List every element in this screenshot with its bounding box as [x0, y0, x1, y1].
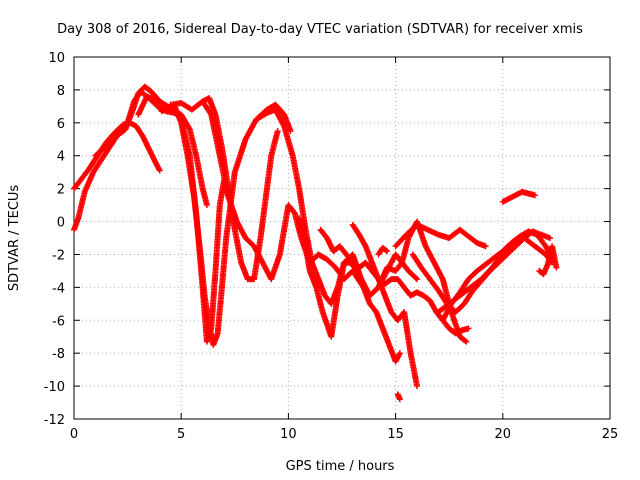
y-tick-label: -2	[52, 248, 65, 263]
y-tick-label: -8	[52, 347, 65, 362]
data-point	[203, 202, 210, 209]
data-point	[462, 337, 469, 344]
series-arc-11	[392, 221, 489, 250]
y-tick-label: 4	[57, 150, 65, 165]
series-arc-1	[71, 119, 163, 192]
data-point	[546, 235, 553, 241]
data-point	[382, 247, 389, 254]
data-point	[396, 396, 403, 403]
y-tick-label: 8	[57, 84, 65, 99]
data-point	[156, 167, 163, 174]
plot-frame	[73, 56, 611, 420]
data-points	[71, 83, 560, 403]
series-arc-7	[253, 106, 421, 307]
x-tick-label: 25	[602, 427, 619, 442]
data-point	[414, 383, 421, 390]
y-tick-label: -6	[52, 314, 65, 329]
series-outlier	[394, 391, 403, 403]
y-tick-label: -12	[44, 413, 65, 428]
x-tick-label: 5	[177, 427, 185, 442]
series-arc-10	[349, 221, 421, 390]
grid	[74, 57, 610, 419]
x-tick-label: 10	[280, 427, 297, 442]
data-point	[412, 275, 419, 282]
x-tick-label: 15	[387, 427, 404, 442]
y-tick-label: 2	[57, 183, 65, 198]
data-point	[531, 192, 538, 199]
data-point	[384, 248, 391, 255]
y-tick-label: 10	[48, 51, 65, 66]
y-tick-label: -10	[44, 380, 65, 395]
series-arc-14	[439, 228, 556, 324]
series-arc-4	[135, 93, 294, 348]
y-tick-label: 0	[57, 216, 65, 231]
series-arc-9	[317, 226, 472, 337]
series-arc-17	[375, 244, 391, 258]
x-axis: 0 5 10 15 20 25	[70, 57, 618, 442]
y-axis: -12 -10 -8 -6 -4 -2 0 2 4 6 8 10	[44, 51, 610, 428]
data-point	[414, 276, 421, 283]
series-arc-8	[296, 215, 403, 365]
y-tick-label: 6	[57, 117, 65, 132]
data-point	[465, 325, 472, 332]
y-axis-label: SDTVAR / TECUs	[7, 185, 22, 292]
data-point	[287, 128, 294, 135]
data-point	[553, 264, 560, 271]
data-point	[463, 338, 470, 345]
data-point	[274, 128, 281, 135]
x-tick-label: 0	[70, 427, 78, 442]
x-axis-label: GPS time / hours	[286, 459, 395, 474]
chart-title: Day 308 of 2016, Sidereal Day-to-day VTE…	[57, 22, 583, 37]
series-arc-16	[536, 243, 560, 278]
data-point	[396, 350, 403, 357]
data-point	[482, 243, 489, 250]
y-tick-label: -4	[52, 281, 65, 296]
series-arc-15	[499, 188, 538, 205]
x-tick-label: 20	[495, 427, 512, 442]
